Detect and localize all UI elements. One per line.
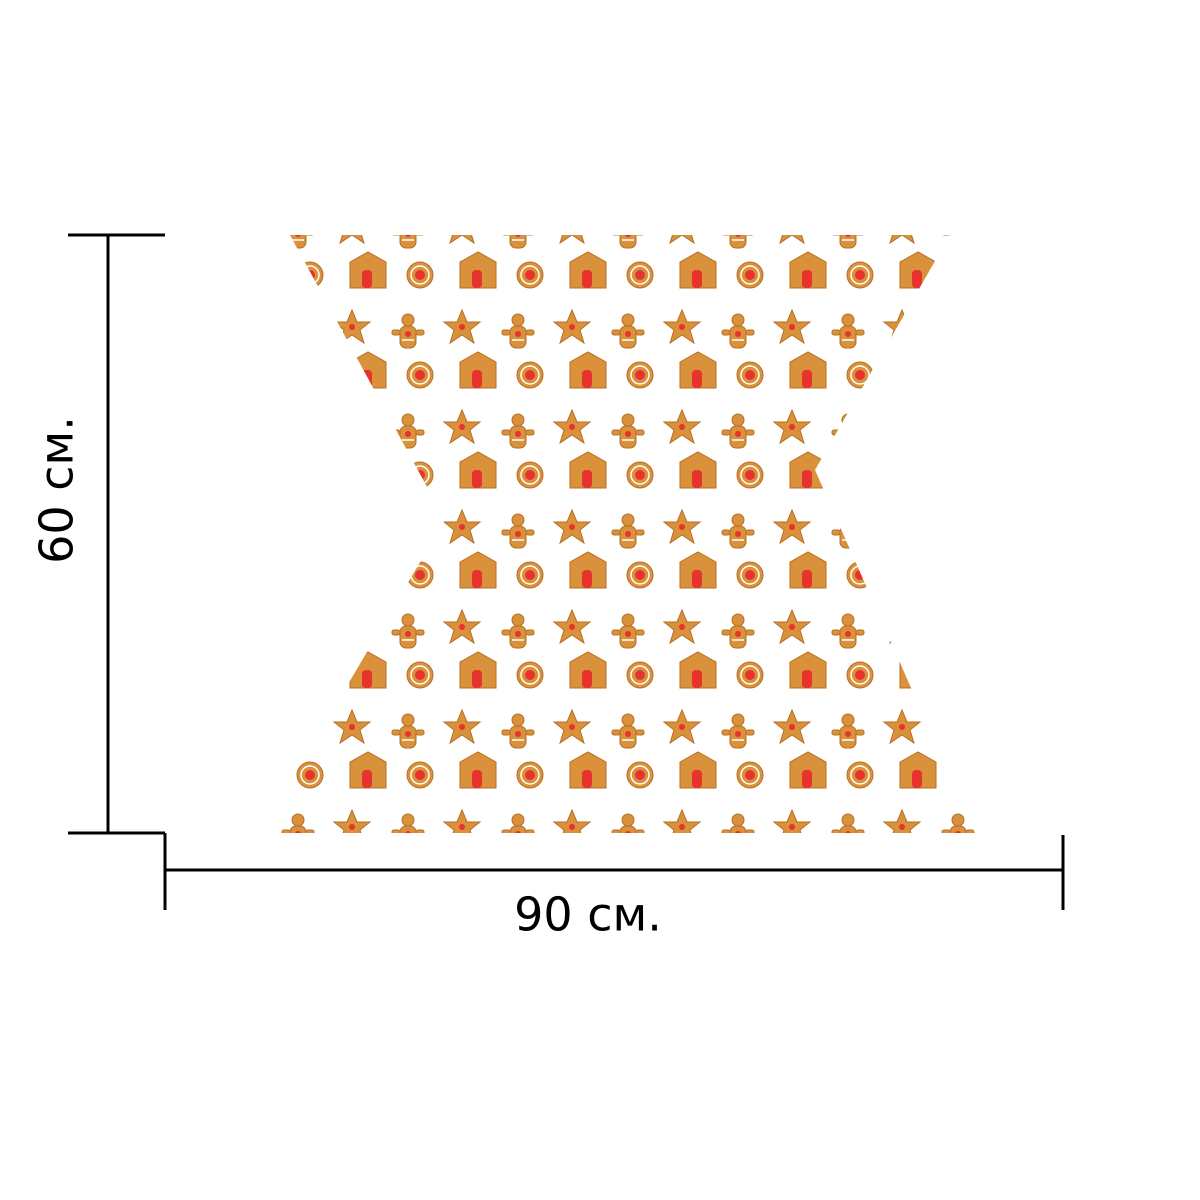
cookie-pattern — [260, 235, 975, 833]
width-label: 90 см. — [514, 888, 662, 942]
height-label: 60 см. — [30, 416, 84, 564]
